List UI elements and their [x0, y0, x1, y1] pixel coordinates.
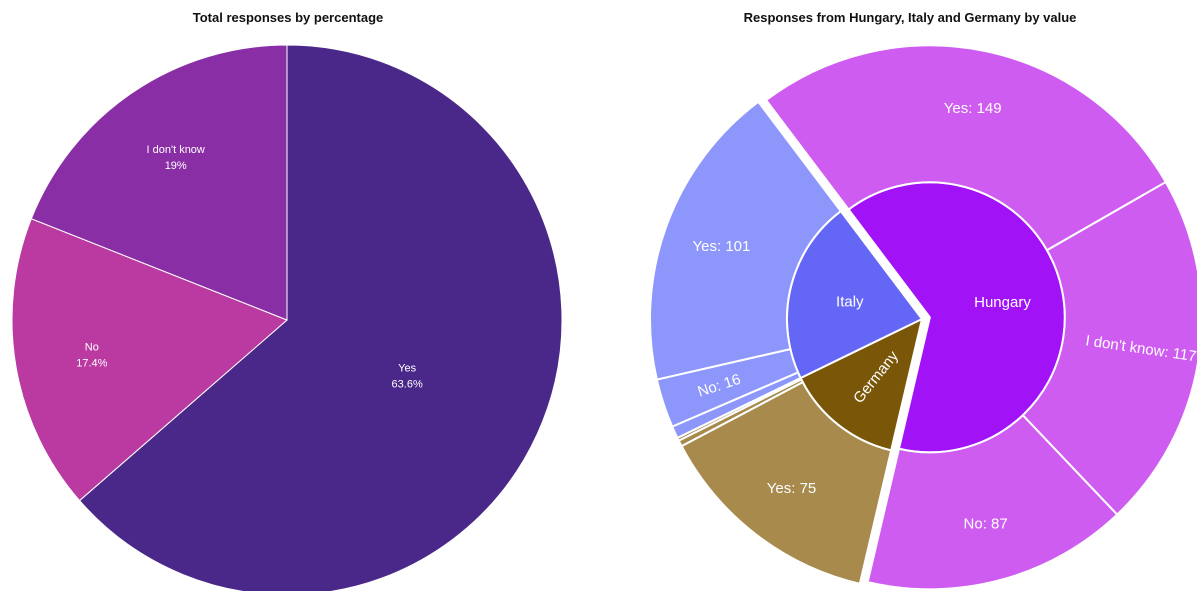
pie-percent-yes: 63.6%	[392, 379, 423, 391]
pie-slice-yes[interactable]	[78, 44, 563, 591]
sunburst-leaf-hungary-i-don-t-know[interactable]	[1021, 180, 1197, 516]
pie-label-i-don-t-know: I don't know	[147, 144, 205, 156]
sunburst-leaf-label-hungary-no: No: 87	[964, 515, 1008, 532]
sunburst-leaf-label-germany-yes: Yes: 75	[767, 480, 817, 497]
sunburst-root-label-hungary: Hungary	[974, 294, 1031, 311]
pie-slice-i-don-t-know[interactable]	[30, 44, 288, 321]
pie-percent-i-don-t-know: 19%	[165, 160, 187, 172]
pie-label-yes: Yes	[398, 363, 416, 375]
sunburst-leaf-hungary-yes[interactable]	[764, 44, 1168, 252]
sunburst-leaf-italy-yes[interactable]	[649, 100, 843, 381]
sunburst-leaf-germany-yes[interactable]	[680, 380, 893, 585]
sunburst-chart-title: Responses from Hungary, Italy and German…	[743, 10, 1077, 25]
pie-label-no: No	[85, 341, 99, 353]
pie-slice-no[interactable]	[11, 218, 288, 502]
pie-chart: Yes 63.6% No 17.4% I don't know 19%	[11, 44, 563, 591]
sunburst-leaf-hungary-no[interactable]	[866, 413, 1119, 591]
sunburst-leaf-label-italy-yes: Yes: 101	[693, 238, 751, 255]
pie-chart-title: Total responses by percentage	[192, 10, 384, 25]
pie-percent-no: 17.4%	[76, 357, 107, 369]
sunburst-leaf-label-hungary-yes: Yes: 149	[944, 100, 1002, 117]
sunburst-root-label-italy: Italy	[836, 294, 864, 311]
